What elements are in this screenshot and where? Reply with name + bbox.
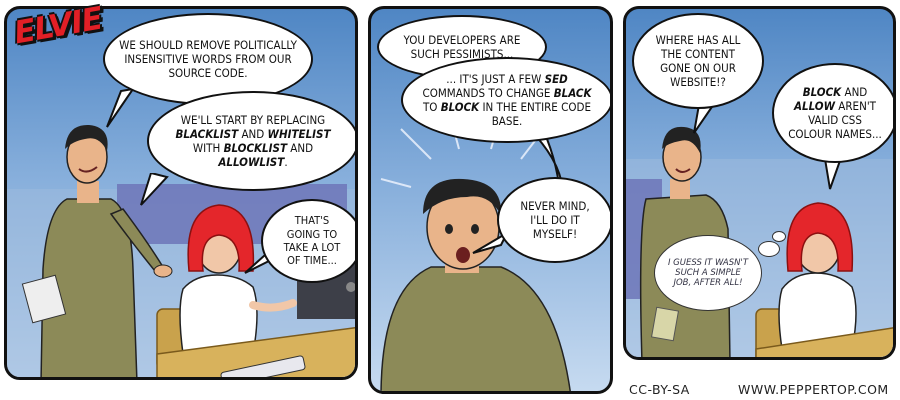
speech-bubble-woman: That's going to take a lot of time... xyxy=(261,199,355,283)
thought-bubble-man: I guess it wasn't such a simple job, aft… xyxy=(654,235,762,311)
speech-text: ... it's just a few sed commands to chan… xyxy=(422,71,592,129)
thought-puff xyxy=(772,231,786,242)
speech-bubble-man: Where has all the content gone on our we… xyxy=(632,13,764,109)
man-figure xyxy=(21,124,173,377)
speech-bubble-man-2: We'll start by replacing blacklist and w… xyxy=(147,91,355,191)
thought-text: I guess it wasn't such a simple job, aft… xyxy=(667,257,749,288)
speech-text: We'll start by replacing blacklist and w… xyxy=(175,112,331,170)
comic-panel-3: Where has all the content gone on our we… xyxy=(623,6,896,360)
woman-figure xyxy=(778,202,857,350)
speech-bubble-man-3: Never mind, I'll do it myself! xyxy=(497,177,610,263)
speech-bubble-woman: Block and Allow aren't valid CSS colour … xyxy=(772,63,893,163)
speech-bubble-man-2: ... it's just a few sed commands to chan… xyxy=(401,57,610,143)
license-text: CC-BY-SA xyxy=(629,382,690,397)
woman-figure xyxy=(179,204,297,355)
comic-panel-1: We should remove politically insensitive… xyxy=(4,6,358,380)
website-text: WWW.PEPPERTOP.COM xyxy=(738,382,889,397)
logo-text: ELVIE xyxy=(11,0,105,52)
speech-text: That's going to take a lot of time... xyxy=(283,214,341,268)
bubble-tail xyxy=(140,173,169,206)
bubble-tail xyxy=(106,89,135,128)
speech-text: We should remove politically insensitive… xyxy=(119,37,297,80)
speech-text: Where has all the content gone on our we… xyxy=(655,32,741,90)
thought-puff xyxy=(758,241,780,257)
speech-bubble-man-1: We should remove politically insensitive… xyxy=(103,13,313,105)
speech-text: Never mind, I'll do it myself! xyxy=(520,198,590,241)
comic-panel-2: You developers are such pessimists... ..… xyxy=(368,6,613,394)
elvie-logo: ELVIE xyxy=(6,0,110,64)
panel-3-scene xyxy=(626,126,893,357)
speech-text: Block and Allow aren't valid CSS colour … xyxy=(788,84,882,142)
